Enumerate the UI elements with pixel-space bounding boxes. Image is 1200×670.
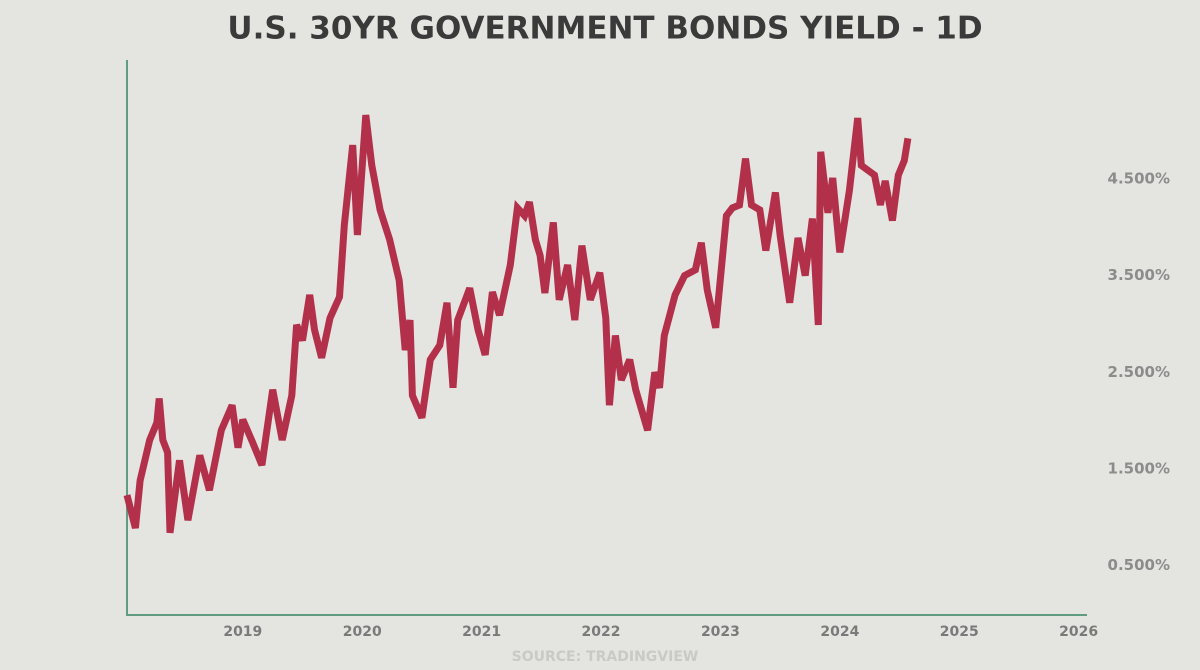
y-tick-label: 2.500% <box>1108 363 1170 381</box>
x-tick-label: 2024 <box>820 624 859 640</box>
x-tick-label: 2019 <box>223 624 262 640</box>
x-tick-label: 2023 <box>701 624 740 640</box>
x-tick-label: 2022 <box>582 624 621 640</box>
chart-title: U.S. 30YR GOVERNMENT BONDS YIELD - 1D <box>227 11 982 47</box>
y-tick-label: 1.500% <box>1108 459 1170 477</box>
y-tick-label: 0.500% <box>1108 556 1170 574</box>
x-tick-label: 2021 <box>462 624 501 640</box>
y-tick-label: 3.500% <box>1108 266 1170 284</box>
y-tick-label: 4.500% <box>1108 169 1170 187</box>
source-note: SOURCE: TRADINGVIEW <box>512 649 699 665</box>
x-tick-label: 2020 <box>343 624 382 640</box>
x-tick-label: 2026 <box>1059 624 1098 640</box>
series-line <box>123 114 912 534</box>
x-tick-label: 2025 <box>940 624 979 640</box>
